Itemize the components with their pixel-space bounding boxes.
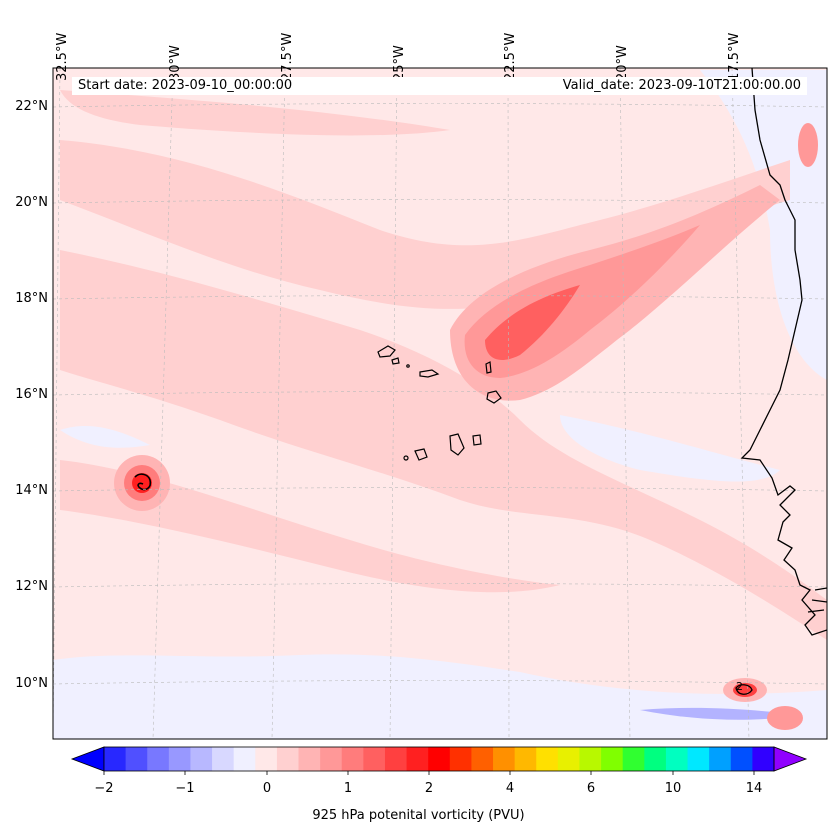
coastal-islands (807, 587, 827, 613)
pv-vortex-se-contour (735, 684, 753, 695)
lat-label-14n: 14°N (15, 483, 48, 498)
pv-vortex-se2 (767, 706, 803, 730)
valid-date-label: Valid_date: 2023-09-10T21:00:00.00 (312, 77, 807, 95)
colorbar-segment (601, 747, 624, 771)
colorbar-segment (687, 747, 710, 771)
cb-tick-label: 4 (505, 781, 515, 796)
colorbar-segment (190, 747, 213, 771)
lon-label-30w: 30°W (168, 45, 183, 81)
colorbar-segment (341, 747, 364, 771)
colorbar-outline (103, 746, 775, 772)
colorbar-segment (622, 747, 645, 771)
colorbar-extend-max (773, 746, 808, 772)
pv-coast-patch (798, 123, 818, 167)
cb-tick-label: 14 (745, 781, 763, 796)
lon-label-32-5w: 32.5°W (55, 32, 70, 81)
colorbar-segment (298, 747, 321, 771)
colorbar-segment (752, 747, 775, 771)
lat-label-16n: 16°N (15, 387, 48, 402)
cb-tick-label: 2 (424, 781, 434, 796)
graticule (53, 68, 827, 739)
pv-feature-core (485, 285, 580, 360)
colorbar-segment (644, 747, 667, 771)
colorbar-segment (709, 747, 732, 771)
lon-label-25w: 25°W (392, 45, 407, 81)
pv-band-top (60, 90, 450, 136)
lon-label-27-5w: 27.5°W (280, 32, 295, 81)
lon-label-22-5w: 22.5°W (503, 32, 518, 81)
lat-label-20n: 20°N (15, 195, 48, 210)
colorbar-label: 925 hPa potenital vorticity (PVU) (312, 808, 525, 823)
lat-label-10n: 10°N (15, 676, 48, 691)
map-area (53, 68, 827, 739)
colorbar-segment (212, 747, 235, 771)
colorbar-segment (147, 747, 170, 771)
pv-negative-south (53, 654, 827, 739)
cb-tick-label: 1 (343, 781, 353, 796)
colorbar-segment (514, 747, 537, 771)
colorbar-segment (276, 747, 300, 771)
colorbar-segment (255, 747, 278, 771)
cape-verde-islands (377, 345, 502, 461)
colorbar-segment (536, 747, 559, 771)
pv-negative-east (560, 415, 780, 482)
cb-tick-label: −2 (94, 781, 114, 796)
pv-band-south (60, 460, 560, 593)
pv-negative-west (60, 425, 150, 448)
colorbar-segment (449, 747, 472, 771)
colorbar-segment (125, 747, 148, 771)
colorbar-segment (579, 747, 602, 771)
start-date-label: Start date: 2023-09-10_00:00:00 (72, 77, 318, 95)
colorbar-extend-min (70, 746, 105, 772)
pv-negative-band (640, 707, 800, 720)
pv-negative-coast (700, 70, 827, 380)
colorbar-segment (233, 747, 256, 771)
lat-label-18n: 18°N (15, 291, 48, 306)
lon-label-20w: 20°W (615, 45, 630, 81)
colorbar-segment (557, 747, 580, 771)
colorbar-segment (104, 747, 127, 771)
contour-label: 2 (736, 680, 743, 693)
colorbar-segment (384, 747, 408, 771)
lat-label-12n: 12°N (15, 579, 48, 594)
colorbar (70, 746, 808, 775)
colorbar-segment (363, 747, 386, 771)
cb-tick-label: −1 (175, 781, 195, 796)
pv-band-central (60, 250, 827, 640)
colorbar-segment (428, 747, 451, 771)
lat-label-22n: 22°N (15, 99, 48, 114)
cb-tick-label: 10 (664, 781, 682, 796)
colorbar-segment (406, 747, 429, 771)
colorbar-segment (730, 747, 753, 771)
colorbar-segment (665, 747, 689, 771)
cb-tick-label: 6 (586, 781, 596, 796)
lon-label-17-5w: 17.5°W (727, 32, 742, 81)
colorbar-segment (320, 747, 343, 771)
map-border (52, 67, 828, 740)
african-coastline (740, 68, 827, 636)
cb-tick-label: 0 (262, 781, 272, 796)
colorbar-segment (493, 747, 516, 771)
pv-vortex-west-contour (134, 473, 152, 491)
colorbar-segment (168, 747, 191, 771)
colorbar-segment (471, 747, 494, 771)
